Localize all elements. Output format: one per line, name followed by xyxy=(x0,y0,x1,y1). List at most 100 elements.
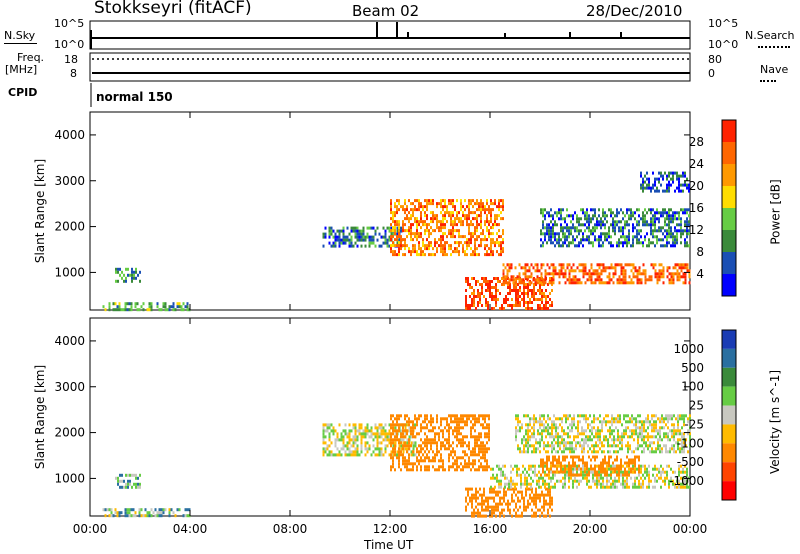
power-cell xyxy=(600,220,602,224)
vel-cell xyxy=(186,514,189,518)
power-cell xyxy=(514,281,517,285)
power-cell xyxy=(612,211,614,215)
vel-cell xyxy=(398,441,400,445)
vel-cell xyxy=(591,420,593,424)
power-cell xyxy=(578,220,580,224)
power-cell xyxy=(584,211,586,215)
vel-cell xyxy=(571,417,573,421)
power-cell xyxy=(515,295,517,298)
vel-cell xyxy=(428,441,430,445)
vel-cell xyxy=(543,493,545,497)
vel-cell xyxy=(548,482,550,486)
vel-cell xyxy=(564,470,566,474)
power-cell xyxy=(654,229,656,233)
power-cell xyxy=(464,241,466,245)
power-cell xyxy=(412,208,414,212)
vel-cell xyxy=(364,444,367,448)
vel-cell xyxy=(589,429,591,433)
vel-cell xyxy=(533,429,535,433)
power-cell xyxy=(576,220,578,224)
power-cell xyxy=(131,273,133,277)
vel-cell xyxy=(396,423,398,427)
power-cell xyxy=(594,223,596,227)
vel-cell xyxy=(495,493,497,497)
power-cell xyxy=(164,308,167,312)
power-cell xyxy=(503,283,505,286)
vel-cell xyxy=(643,420,645,424)
vel-cell xyxy=(598,464,600,468)
vel-cell xyxy=(540,458,542,462)
vel-cell xyxy=(378,447,381,451)
vel-cell xyxy=(549,444,551,448)
vel-cell xyxy=(631,432,633,436)
power-cell xyxy=(356,229,359,233)
vel-cell xyxy=(579,420,581,424)
vel-cell xyxy=(634,470,636,474)
power-cell xyxy=(686,217,688,221)
power-cell xyxy=(546,263,549,267)
power-cell xyxy=(642,272,645,276)
vel-cell xyxy=(544,470,546,474)
vel-cell xyxy=(408,456,410,460)
vel-cell xyxy=(410,450,413,454)
vel-cell xyxy=(324,429,327,433)
vel-cell xyxy=(527,502,529,506)
power-cell xyxy=(676,229,678,233)
power-cell xyxy=(686,226,688,230)
power-cell xyxy=(515,283,517,286)
vel-cell xyxy=(400,438,403,442)
power-cell xyxy=(544,275,547,279)
vel-cell xyxy=(578,467,580,471)
vel-cell xyxy=(665,447,667,451)
vel-cell xyxy=(442,429,444,433)
power-cell xyxy=(346,238,349,242)
power-cell xyxy=(666,244,668,248)
power-cell xyxy=(506,263,509,267)
power-cell xyxy=(477,304,479,307)
vel-cell xyxy=(448,435,450,439)
power-cell xyxy=(602,214,604,218)
power-cell xyxy=(372,241,375,245)
power-cell xyxy=(638,214,640,218)
vel-cell xyxy=(529,438,531,442)
power-cell xyxy=(604,223,606,227)
power-cell xyxy=(529,289,531,292)
vel-cell xyxy=(574,476,576,480)
vel-cell xyxy=(644,470,646,474)
vel-cell xyxy=(342,441,345,445)
power-cell xyxy=(550,214,552,218)
vel-cell xyxy=(474,444,476,448)
power-cell xyxy=(586,208,588,212)
vel-cell xyxy=(117,476,119,480)
power-cell xyxy=(416,253,418,257)
vel-cell xyxy=(608,461,610,465)
vel-cell xyxy=(330,453,333,457)
vel-cell xyxy=(491,508,493,512)
power-cell xyxy=(570,229,572,233)
power-cell xyxy=(582,235,584,239)
vel-cell xyxy=(634,479,636,483)
vel-cell xyxy=(656,479,658,483)
power-cell xyxy=(586,278,589,282)
vel-cell xyxy=(499,490,501,494)
power-cell xyxy=(442,226,444,230)
vel-cell xyxy=(176,508,179,512)
velocity-colorbar-segment xyxy=(722,481,736,500)
power-cell xyxy=(676,232,678,236)
vel-cell xyxy=(476,468,478,472)
power-cell xyxy=(608,232,610,236)
vel-cell xyxy=(549,417,551,421)
power-cell xyxy=(604,235,606,239)
power-cell xyxy=(117,279,119,283)
vel-cell xyxy=(571,441,573,445)
vel-cell xyxy=(539,496,541,500)
vel-cell xyxy=(362,435,365,439)
power-cell xyxy=(408,229,410,233)
power-cell xyxy=(554,238,556,242)
vel-cell xyxy=(458,432,460,436)
vel-cell xyxy=(555,435,557,439)
power-cell xyxy=(394,244,396,248)
power-cell xyxy=(390,250,392,254)
vel-cell xyxy=(607,450,609,454)
